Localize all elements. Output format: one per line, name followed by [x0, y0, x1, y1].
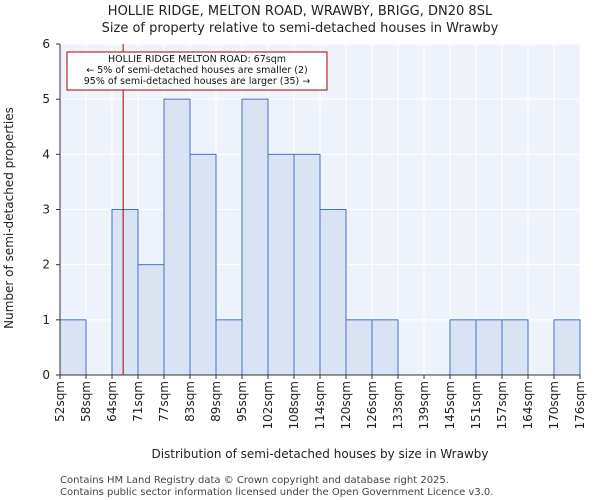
y-tick-label: 6 — [42, 37, 50, 51]
footer-line-1: Contains HM Land Registry data © Crown c… — [60, 475, 449, 486]
annotation-border — [66, 51, 328, 91]
x-tick-label: 58sqm — [79, 381, 93, 422]
x-tick-labels: 52sqm 58sqm 64sqm 71sqm 77sqm 83sqm 89sqm 95sqm… — [53, 381, 587, 429]
x-tick-label: 108sqm — [287, 381, 301, 429]
annotation-line-3: 95% of semi-detached houses are larger (… — [84, 76, 311, 87]
x-tick-label: 145sqm — [443, 381, 457, 429]
x-tick-label: 126sqm — [365, 381, 379, 429]
y-tick-label: 1 — [42, 313, 50, 327]
x-tick-label: 102sqm — [261, 381, 275, 429]
x-axis-label: Distribution of semi-detached houses by … — [151, 447, 488, 461]
bar-52sqm — [59, 319, 87, 376]
annotation-line-2: ← 5% of semi-detached houses are smaller… — [86, 65, 307, 76]
x-tick-label: 95sqm — [235, 381, 249, 422]
y-tick-label: 4 — [42, 147, 50, 161]
bar-126sqm — [371, 319, 399, 376]
x-tick-label: 176sqm — [573, 381, 587, 429]
bar-77sqm — [163, 98, 191, 376]
bar-83sqm — [189, 153, 217, 376]
footer-line-2: Contains public sector information licen… — [60, 487, 493, 498]
bar-157sqm — [501, 319, 529, 376]
chart-title: HOLLIE RIDGE, MELTON ROAD, WRAWBY, BRIGG… — [108, 4, 493, 19]
x-tick-label: 170sqm — [547, 381, 561, 429]
x-tick-label: 139sqm — [417, 381, 431, 429]
x-tick-label: 83sqm — [183, 381, 197, 422]
bar-108sqm — [293, 153, 321, 376]
y-tick-label: 3 — [42, 203, 50, 217]
x-tick-label: 157sqm — [495, 381, 509, 429]
bar-120sqm — [345, 319, 373, 376]
x-tick-label: 164sqm — [521, 381, 535, 429]
x-tick-label: 120sqm — [339, 381, 353, 429]
x-tick-label: 52sqm — [53, 381, 67, 422]
y-tick-labels: 0 1 2 3 4 5 6 — [42, 37, 50, 382]
bar-71sqm — [137, 264, 165, 376]
bar-151sqm — [475, 319, 503, 376]
x-tick-label: 114sqm — [313, 381, 327, 429]
bar-114sqm — [319, 209, 347, 376]
bars — [59, 98, 581, 376]
bar-170sqm — [553, 319, 581, 376]
x-tick-label: 89sqm — [209, 381, 223, 422]
annotation-box: HOLLIE RIDGE MELTON ROAD: 67sqm ← 5% of … — [66, 51, 328, 91]
bar-95sqm — [241, 98, 269, 376]
y-tick-label: 5 — [42, 92, 50, 106]
x-tick-label: 77sqm — [157, 381, 171, 422]
bar-145sqm — [449, 319, 477, 376]
y-tick-label: 2 — [42, 258, 50, 272]
y-axis-label: Number of semi-detached properties — [2, 107, 16, 329]
annotation-line-1: HOLLIE RIDGE MELTON ROAD: 67sqm — [108, 54, 286, 65]
x-tick-label: 133sqm — [391, 381, 405, 429]
axes — [56, 43, 581, 379]
y-tick-label: 0 — [42, 368, 50, 382]
bar-89sqm — [215, 319, 243, 376]
x-tick-label: 71sqm — [131, 381, 145, 422]
chart-subtitle: Size of property relative to semi-detach… — [102, 21, 499, 36]
bar-64sqm — [111, 209, 139, 376]
bar-102sqm — [267, 153, 295, 376]
x-tick-label: 64sqm — [105, 381, 119, 422]
x-tick-label: 151sqm — [469, 381, 483, 429]
